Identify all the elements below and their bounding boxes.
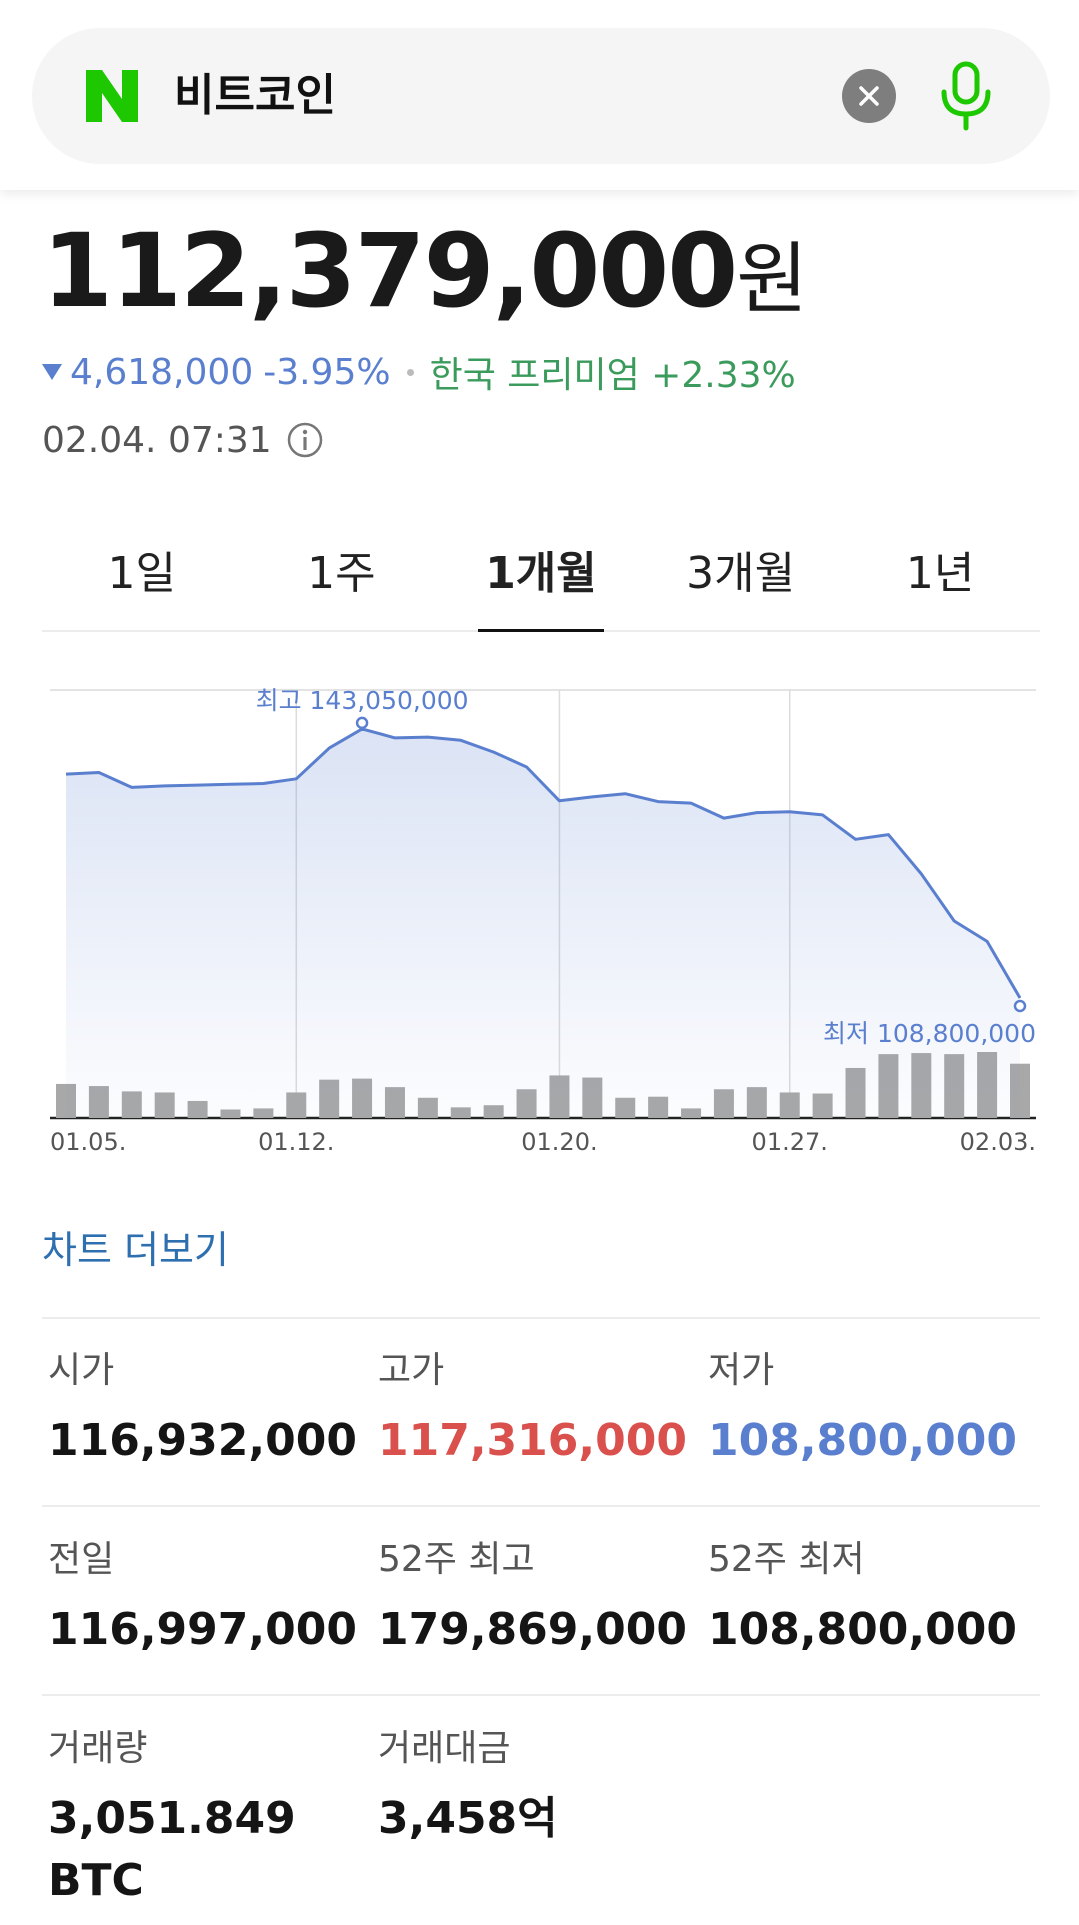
change-percent: -3.95% <box>263 351 391 393</box>
search-header: 비트코인 <box>0 0 1079 190</box>
max-annotation: 최고 143,050,000 <box>256 686 469 715</box>
search-box[interactable]: 비트코인 <box>32 28 1050 164</box>
price-change-row: 4,618,000 -3.95% 한국 프리미엄 +2.33% <box>42 350 796 396</box>
info-icon[interactable] <box>286 421 324 459</box>
period-tabs: 1일 1주 1개월 3개월 1년 <box>42 520 1040 632</box>
x-tick-label: 01.27. <box>752 1128 828 1156</box>
stat-label: 저가 <box>708 1350 775 1391</box>
down-triangle-icon <box>42 364 62 380</box>
stat-label: 52주 최저 <box>708 1539 865 1580</box>
microphone-icon[interactable] <box>936 60 996 132</box>
stat-open: 시가 116,932,000 <box>48 1346 357 1472</box>
price-line <box>65 727 1022 999</box>
stat-low: 저가 108,800,000 <box>708 1346 1017 1472</box>
separator-dot <box>406 368 414 376</box>
x-tick-label: 01.05. <box>50 1128 126 1156</box>
divider <box>42 1505 1040 1507</box>
stat-turnover: 거래대금 3,458억 <box>378 1724 558 1850</box>
stat-label: 시가 <box>48 1350 115 1391</box>
stat-value: 108,800,000 <box>708 1415 1017 1466</box>
stat-value: 3,051.849 <box>48 1793 296 1844</box>
max-marker <box>355 716 369 730</box>
stat-label: 전일 <box>48 1539 115 1580</box>
search-input[interactable]: 비트코인 <box>174 70 336 121</box>
stat-value: 108,800,000 <box>708 1604 1017 1655</box>
x-tick-label: 02.03. <box>960 1128 1036 1156</box>
stat-volume: 거래량 3,051.849 BTC <box>48 1724 296 1912</box>
x-tick-label: 01.12. <box>258 1128 334 1156</box>
naver-n-logo-icon[interactable] <box>82 66 142 126</box>
close-icon <box>859 86 879 106</box>
divider <box>42 1317 1040 1319</box>
timestamp-row: 02.04. 07:31 <box>42 418 324 462</box>
stat-value: 179,869,000 <box>378 1604 687 1655</box>
timestamp: 02.04. 07:31 <box>42 419 272 461</box>
stat-prev-close: 전일 116,997,000 <box>48 1535 357 1661</box>
x-tick-label: 01.20. <box>521 1128 597 1156</box>
divider <box>42 1694 1040 1696</box>
stat-label: 거래량 <box>48 1728 148 1769</box>
stat-label: 고가 <box>378 1350 445 1391</box>
min-annotation: 최저 108,800,000 <box>823 1019 1036 1048</box>
tab-1-day[interactable]: 1일 <box>107 548 177 599</box>
stat-52w-high: 52주 최고 179,869,000 <box>378 1535 687 1661</box>
stat-label: 거래대금 <box>378 1728 511 1769</box>
korea-premium: 한국 프리미엄 +2.33% <box>429 355 796 396</box>
change-amount: 4,618,000 <box>70 351 254 393</box>
price-chart[interactable]: 최고 143,050,000 최저 108,800,000 01.05. 01.12… <box>0 680 1079 1160</box>
stat-value: 116,997,000 <box>48 1604 357 1655</box>
tab-1-month[interactable]: 1개월 <box>441 520 641 632</box>
stat-52w-low: 52주 최저 108,800,000 <box>708 1535 1017 1661</box>
current-price: 112,379,000원 <box>42 212 808 340</box>
tab-1-week[interactable]: 1주 <box>307 548 376 599</box>
price-unit: 원 <box>736 235 809 325</box>
clear-search-button[interactable] <box>842 69 896 123</box>
stat-label: 52주 최고 <box>378 1539 535 1580</box>
stat-value: 3,458억 <box>378 1793 558 1844</box>
stat-unit: BTC <box>48 1855 144 1906</box>
min-marker <box>1013 999 1027 1013</box>
stat-high: 고가 117,316,000 <box>378 1346 687 1472</box>
price-value: 112,379,000 <box>42 212 738 331</box>
price-area-fill <box>66 728 1020 1118</box>
more-chart-link[interactable]: 차트 더보기 <box>42 1228 229 1272</box>
stat-value: 117,316,000 <box>378 1415 687 1466</box>
tab-1-year[interactable]: 1년 <box>905 548 975 599</box>
stat-value: 116,932,000 <box>48 1415 357 1466</box>
tab-3-months[interactable]: 3개월 <box>686 548 796 599</box>
